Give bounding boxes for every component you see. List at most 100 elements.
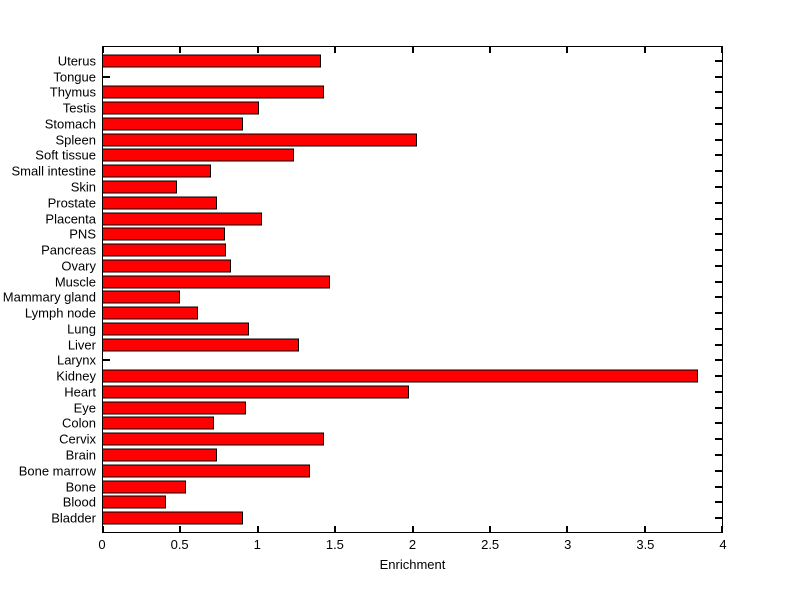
y-tick-right bbox=[715, 107, 722, 110]
y-tick-right bbox=[715, 201, 722, 204]
y-tick-right bbox=[715, 296, 722, 299]
y-tick-right bbox=[715, 154, 722, 157]
x-tick bbox=[643, 47, 646, 53]
y-tick-label: Lung bbox=[67, 321, 96, 337]
y-tick-right bbox=[715, 485, 722, 488]
bar-row: Cervix bbox=[59, 431, 722, 447]
bar-row: Mammary gland bbox=[3, 289, 722, 305]
bar-row: Bone marrow bbox=[19, 463, 722, 479]
x-axis-title: Enrichment bbox=[379, 557, 446, 572]
bar-row: Blood bbox=[63, 494, 722, 510]
y-tick-label: Mammary gland bbox=[2, 289, 96, 305]
bar-row: Colon bbox=[62, 416, 722, 432]
x-tick-label: 0.5 bbox=[170, 537, 189, 552]
bar-row: Soft tissue bbox=[35, 148, 722, 164]
x-tick-label: 2 bbox=[408, 537, 417, 552]
y-tick-label: Liver bbox=[67, 337, 96, 353]
bar bbox=[103, 464, 310, 478]
y-tick-right bbox=[715, 59, 722, 62]
x-tick bbox=[102, 526, 104, 532]
bar bbox=[103, 416, 214, 430]
bar-row: Larynx bbox=[57, 353, 722, 369]
bar-row: Brain bbox=[66, 447, 722, 463]
bar-row: Muscle bbox=[55, 274, 722, 290]
x-tick bbox=[179, 47, 182, 53]
bar-row: Thymus bbox=[50, 85, 722, 101]
y-tick-label: Ovary bbox=[61, 258, 96, 274]
x-tick bbox=[179, 526, 182, 532]
y-tick-right bbox=[715, 438, 722, 441]
bar-row: Prostate bbox=[48, 195, 722, 211]
y-tick-right bbox=[715, 517, 722, 520]
y-tick-right bbox=[715, 75, 722, 78]
x-tick-label: 3.5 bbox=[636, 537, 655, 552]
x-tick-label: 1.5 bbox=[325, 537, 344, 552]
x-tick bbox=[721, 47, 723, 53]
bar bbox=[103, 480, 187, 494]
y-tick-label: Blood bbox=[62, 494, 96, 510]
y-tick-right bbox=[715, 138, 722, 141]
y-tick-label: Soft tissue bbox=[35, 147, 96, 163]
y-tick-right bbox=[715, 280, 722, 283]
x-tick bbox=[334, 47, 337, 53]
bar bbox=[103, 180, 177, 194]
y-tick-label: Bone bbox=[65, 479, 96, 495]
bar bbox=[103, 259, 231, 273]
y-tick-right bbox=[715, 327, 722, 330]
bar bbox=[103, 306, 199, 320]
y-tick-right bbox=[715, 91, 722, 94]
bar-row: Skin bbox=[71, 179, 722, 195]
y-tick-right bbox=[715, 217, 722, 220]
y-tick-right bbox=[715, 233, 722, 236]
bar bbox=[103, 85, 324, 99]
y-tick-right bbox=[715, 343, 722, 346]
bar bbox=[103, 196, 217, 210]
bar bbox=[103, 338, 299, 352]
bar bbox=[103, 401, 247, 415]
y-tick-left bbox=[103, 359, 110, 362]
y-tick-label: Small intestine bbox=[11, 163, 96, 179]
x-tick bbox=[488, 47, 491, 53]
y-tick-label: Larynx bbox=[56, 352, 96, 368]
bar-row: Uterus bbox=[58, 53, 722, 69]
x-tick bbox=[102, 47, 104, 53]
y-tick-right bbox=[715, 249, 722, 252]
y-tick-right bbox=[715, 170, 722, 173]
y-tick-label: Testis bbox=[62, 100, 96, 116]
y-tick-label: Bladder bbox=[51, 510, 96, 526]
bar-row: Placenta bbox=[45, 211, 722, 227]
y-tick-right bbox=[715, 264, 722, 267]
y-tick-label: Thymus bbox=[49, 84, 96, 100]
y-tick-label: Tongue bbox=[53, 69, 96, 85]
bar-row: Ovary bbox=[61, 258, 722, 274]
bar bbox=[103, 133, 417, 147]
bar bbox=[103, 117, 244, 131]
bar bbox=[103, 385, 409, 399]
y-tick-right bbox=[715, 422, 722, 425]
y-tick-right bbox=[715, 122, 722, 125]
bar bbox=[103, 212, 262, 226]
bar-row: Stomach bbox=[45, 116, 722, 132]
bar bbox=[103, 54, 321, 68]
bar bbox=[103, 290, 180, 304]
x-tick bbox=[643, 526, 646, 532]
bar-row: Testis bbox=[63, 100, 722, 116]
bar bbox=[103, 369, 699, 383]
y-tick-left bbox=[103, 75, 110, 78]
plot-area: Uterus Tongue Thymus Testis Stomach Spleen Sof… bbox=[3, 46, 723, 533]
y-tick-label: Brain bbox=[65, 447, 96, 463]
y-tick-right bbox=[715, 359, 722, 362]
bar-row: Lymph node bbox=[25, 305, 722, 321]
x-tick-label: 2.5 bbox=[481, 537, 500, 552]
x-tick bbox=[411, 47, 414, 53]
y-tick-label: Cervix bbox=[59, 431, 96, 447]
x-tick bbox=[566, 526, 569, 532]
x-tick-label: 0 bbox=[98, 537, 106, 552]
bar bbox=[103, 495, 166, 509]
x-tick-label: 3 bbox=[564, 537, 572, 552]
x-tick bbox=[721, 526, 723, 532]
y-tick-right bbox=[715, 186, 722, 188]
y-tick-label: Colon bbox=[62, 415, 96, 431]
y-tick-right bbox=[715, 312, 722, 315]
